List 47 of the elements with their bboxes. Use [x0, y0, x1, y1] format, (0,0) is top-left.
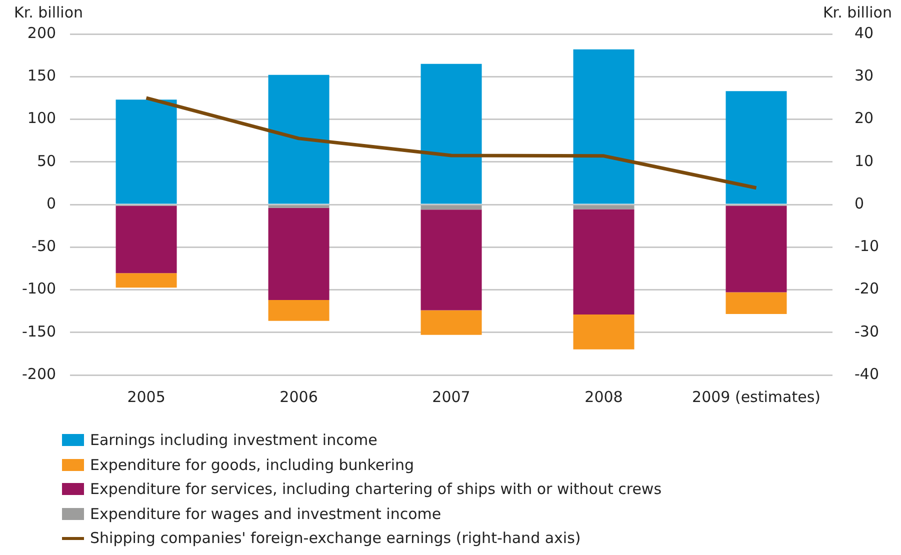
legend-label: Expenditure for services, including chartering of ships with or without crews [90, 480, 662, 498]
y2-tick-label: 0 [854, 194, 864, 212]
y-tick-label: 100 [27, 109, 56, 128]
legend-label: Expenditure for goods, including bunkering [90, 456, 414, 474]
legend-label: Earnings including investment income [90, 431, 378, 450]
y-tick-label: 150 [27, 66, 56, 85]
bar [116, 273, 177, 288]
bar [116, 100, 177, 204]
bar [726, 206, 787, 292]
y2-tick-label: 40 [854, 24, 874, 42]
bar [268, 205, 330, 208]
bar [268, 208, 330, 300]
x-tick-label: 2007 [432, 388, 470, 406]
bar [726, 91, 787, 204]
bar [116, 206, 177, 274]
x-tick-label: 2006 [280, 388, 318, 406]
bar [268, 300, 330, 321]
bar [573, 49, 634, 204]
bar [573, 314, 634, 350]
bar [420, 310, 482, 335]
y-tick-label: -100 [22, 280, 56, 298]
y-tick-label: -50 [32, 237, 56, 256]
y2-tick-label: 30 [854, 66, 874, 85]
y2-tick-label: -30 [854, 322, 879, 340]
x-tick-label: 2005 [127, 388, 166, 406]
bar [420, 205, 482, 210]
y2-tick-label: -40 [854, 364, 879, 383]
legend-label: Expenditure for wages and investment income [90, 504, 442, 523]
bar [573, 209, 634, 314]
y-tick-label: -200 [22, 364, 56, 383]
y-axis-title: Kr. billion [14, 3, 84, 22]
y2-tick-label: 10 [854, 152, 874, 170]
y-tick-label: 0 [46, 194, 56, 212]
y2-tick-label: -20 [854, 280, 879, 298]
x-tick-label: 2008 [584, 388, 623, 406]
y2-tick-label: 20 [854, 109, 874, 128]
bar [420, 64, 482, 204]
x-tick-label: 2009 (estimates) [692, 388, 820, 406]
y-tick-label: 50 [36, 152, 56, 170]
y2-axis-title: Kr. billion [822, 3, 892, 22]
bar [420, 210, 482, 310]
legend-label: Shipping companies' foreign-exchange earnings (right-hand axis) [90, 529, 581, 548]
y-tick-label: 200 [27, 24, 56, 42]
bar [268, 74, 330, 204]
y-tick-label: -150 [22, 322, 56, 340]
y2-tick-label: -10 [854, 237, 879, 256]
bar [726, 292, 787, 314]
